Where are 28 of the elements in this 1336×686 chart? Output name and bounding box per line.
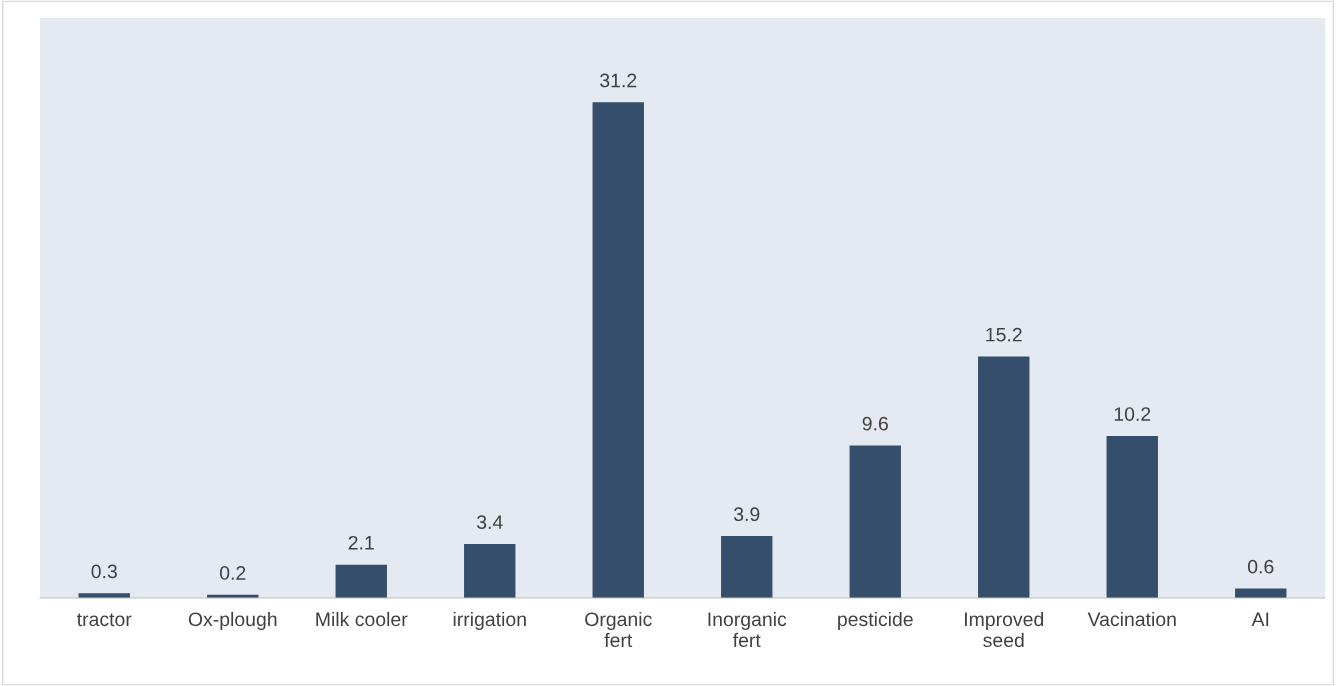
- bar: [592, 102, 644, 598]
- bar: [464, 543, 516, 598]
- bar: [721, 536, 773, 598]
- data-label: 10.2: [1114, 407, 1151, 421]
- data-label: 0.6: [1248, 559, 1274, 574]
- x-tick-label: Inorganic fert: [708, 611, 787, 648]
- bar: [978, 356, 1030, 598]
- data-label: 15.2: [986, 327, 1022, 342]
- x-tick-label: tractor: [76, 613, 132, 627]
- x-tick-label: Vacination: [1087, 611, 1176, 627]
- bar: [335, 564, 387, 598]
- data-label: 2.1: [348, 535, 374, 550]
- data-label: 0.3: [91, 564, 117, 579]
- x-tick-label: Organic fert: [585, 611, 652, 648]
- bar: [1106, 435, 1158, 598]
- x-tick-label: pesticide: [838, 611, 913, 631]
- data-label: 9.6: [862, 416, 888, 431]
- data-label: 3.9: [733, 507, 760, 522]
- bar: [849, 445, 901, 598]
- data-label: 31.2: [600, 73, 637, 88]
- x-tick-label: Improved seed: [965, 611, 1044, 648]
- x-tick-label: AI: [1251, 612, 1269, 626]
- x-tick-label: irrigation: [453, 611, 526, 631]
- x-tick-label: Ox-plough: [188, 611, 277, 631]
- bar: [1235, 588, 1287, 598]
- x-tick-label: Milk cooler: [316, 611, 408, 627]
- data-label: 0.2: [220, 566, 246, 580]
- data-label: 3.4: [476, 515, 503, 530]
